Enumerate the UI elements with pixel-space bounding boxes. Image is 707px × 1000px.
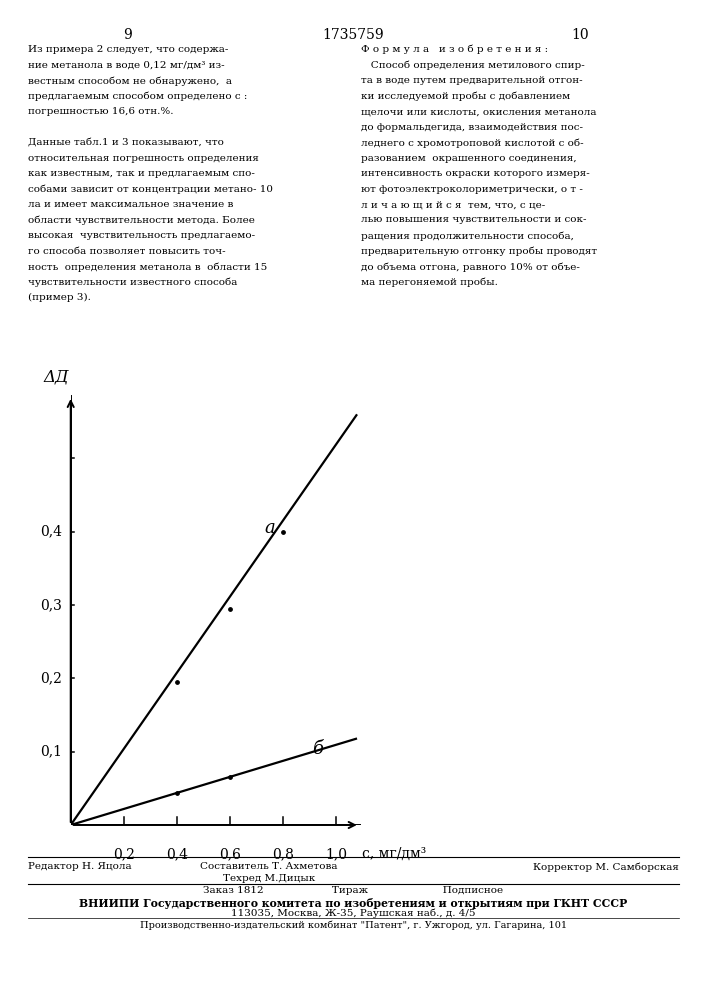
- Point: [277, 524, 288, 540]
- Text: ла и имеет максимальное значение в: ла и имеет максимальное значение в: [28, 200, 233, 209]
- Text: Составитель Т. Ахметова: Составитель Т. Ахметова: [200, 862, 337, 871]
- Text: Ф о р м у л а   и з о б р е т е н и я :: Ф о р м у л а и з о б р е т е н и я :: [361, 45, 548, 54]
- Text: до объема отгона, равного 10% от объе-: до объема отгона, равного 10% от объе-: [361, 262, 580, 271]
- Text: та в воде путем предварительной отгон-: та в воде путем предварительной отгон-: [361, 76, 582, 85]
- Text: ΔД: ΔД: [43, 368, 69, 385]
- Text: лью повышения чувствительности и сок-: лью повышения чувствительности и сок-: [361, 216, 586, 225]
- Text: 0,2: 0,2: [40, 671, 62, 685]
- Text: леднего с хромотроповой кислотой с об-: леднего с хромотроповой кислотой с об-: [361, 138, 583, 147]
- Text: предлагаемым способом определено с :: предлагаемым способом определено с :: [28, 92, 247, 101]
- Text: Редактор Н. Яцола: Редактор Н. Яцола: [28, 862, 132, 871]
- Text: 0,8: 0,8: [272, 847, 293, 861]
- Text: го способа позволяет повысить точ-: го способа позволяет повысить точ-: [28, 246, 226, 255]
- Text: интенсивность окраски которого измеря-: интенсивность окраски которого измеря-: [361, 169, 590, 178]
- Text: a: a: [264, 519, 275, 537]
- Text: ют фотоэлектроколориметрически, о т -: ют фотоэлектроколориметрически, о т -: [361, 185, 583, 194]
- Point: [224, 769, 235, 785]
- Text: 0,6: 0,6: [219, 847, 240, 861]
- Text: погрешностью 16,6 отн.%.: погрешностью 16,6 отн.%.: [28, 107, 174, 116]
- Point: [171, 785, 182, 801]
- Text: 10: 10: [571, 28, 588, 42]
- Text: 0,4: 0,4: [165, 847, 188, 861]
- Text: 0,4: 0,4: [40, 525, 62, 539]
- Text: Из примера 2 следует, что содержа-: Из примера 2 следует, что содержа-: [28, 45, 228, 54]
- Text: 1,0: 1,0: [325, 847, 347, 861]
- Text: разованием  окрашенного соединения,: разованием окрашенного соединения,: [361, 154, 576, 163]
- Text: л и ч а ю щ и й с я  тем, что, с це-: л и ч а ю щ и й с я тем, что, с це-: [361, 200, 545, 209]
- Text: Заказ 1812                     Тираж                       Подписное: Заказ 1812 Тираж Подписное: [204, 886, 503, 895]
- Text: щелочи или кислоты, окисления метанола: щелочи или кислоты, окисления метанола: [361, 107, 596, 116]
- Text: Корректор М. Самборская: Корректор М. Самборская: [533, 862, 679, 872]
- Text: относительная погрешность определения: относительная погрешность определения: [28, 154, 259, 163]
- Text: (пример 3).: (пример 3).: [28, 293, 91, 302]
- Point: [171, 674, 182, 690]
- Text: чувствительности известного способа: чувствительности известного способа: [28, 278, 238, 287]
- Text: ние метанола в воде 0,12 мг/дм³ из-: ние метанола в воде 0,12 мг/дм³ из-: [28, 60, 225, 70]
- Text: Техред М.Дицык: Техред М.Дицык: [223, 874, 315, 883]
- Text: ВНИИПИ Государственного комитета по изобретениям и открытиям при ГКНТ СССР: ВНИИПИ Государственного комитета по изоб…: [79, 898, 628, 909]
- Point: [224, 601, 235, 617]
- Text: Данные табл.1 и 3 показывают, что: Данные табл.1 и 3 показывают, что: [28, 138, 224, 147]
- Text: 0,1: 0,1: [40, 745, 62, 759]
- Text: 113035, Москва, Ж-35, Раушская наб., д. 4/5: 113035, Москва, Ж-35, Раушская наб., д. …: [231, 909, 476, 918]
- Text: высокая  чувствительность предлагаемо-: высокая чувствительность предлагаемо-: [28, 231, 255, 240]
- Text: Производственно-издательский комбинат "Патент", г. Ужгород, ул. Гагарина, 101: Производственно-издательский комбинат "П…: [140, 920, 567, 930]
- Text: вестным способом не обнаружено,  а: вестным способом не обнаружено, а: [28, 76, 233, 86]
- Text: ность  определения метанола в  области 15: ность определения метанола в области 15: [28, 262, 267, 271]
- Text: с, мг/дм³: с, мг/дм³: [363, 847, 426, 861]
- Text: 1735759: 1735759: [322, 28, 385, 42]
- Text: как известным, так и предлагаемым спо-: как известным, так и предлагаемым спо-: [28, 169, 255, 178]
- Text: 0,2: 0,2: [113, 847, 134, 861]
- Text: собами зависит от концентрации метано- 10: собами зависит от концентрации метано- 1…: [28, 185, 274, 194]
- Text: Способ определения метилового спир-: Способ определения метилового спир-: [361, 60, 584, 70]
- Text: ма перегоняемой пробы.: ма перегоняемой пробы.: [361, 278, 498, 287]
- Text: 0,3: 0,3: [40, 598, 62, 612]
- Text: до формальдегида, взаимодействия пос-: до формальдегида, взаимодействия пос-: [361, 122, 583, 131]
- Text: области чувствительности метода. Более: области чувствительности метода. Более: [28, 216, 255, 225]
- Text: 9: 9: [123, 28, 132, 42]
- Text: ки исследуемой пробы с добавлением: ки исследуемой пробы с добавлением: [361, 92, 570, 101]
- Text: предварительную отгонку пробы проводят: предварительную отгонку пробы проводят: [361, 246, 597, 256]
- Text: ращения продолжительности способа,: ращения продолжительности способа,: [361, 231, 573, 241]
- Text: б: б: [312, 740, 323, 758]
